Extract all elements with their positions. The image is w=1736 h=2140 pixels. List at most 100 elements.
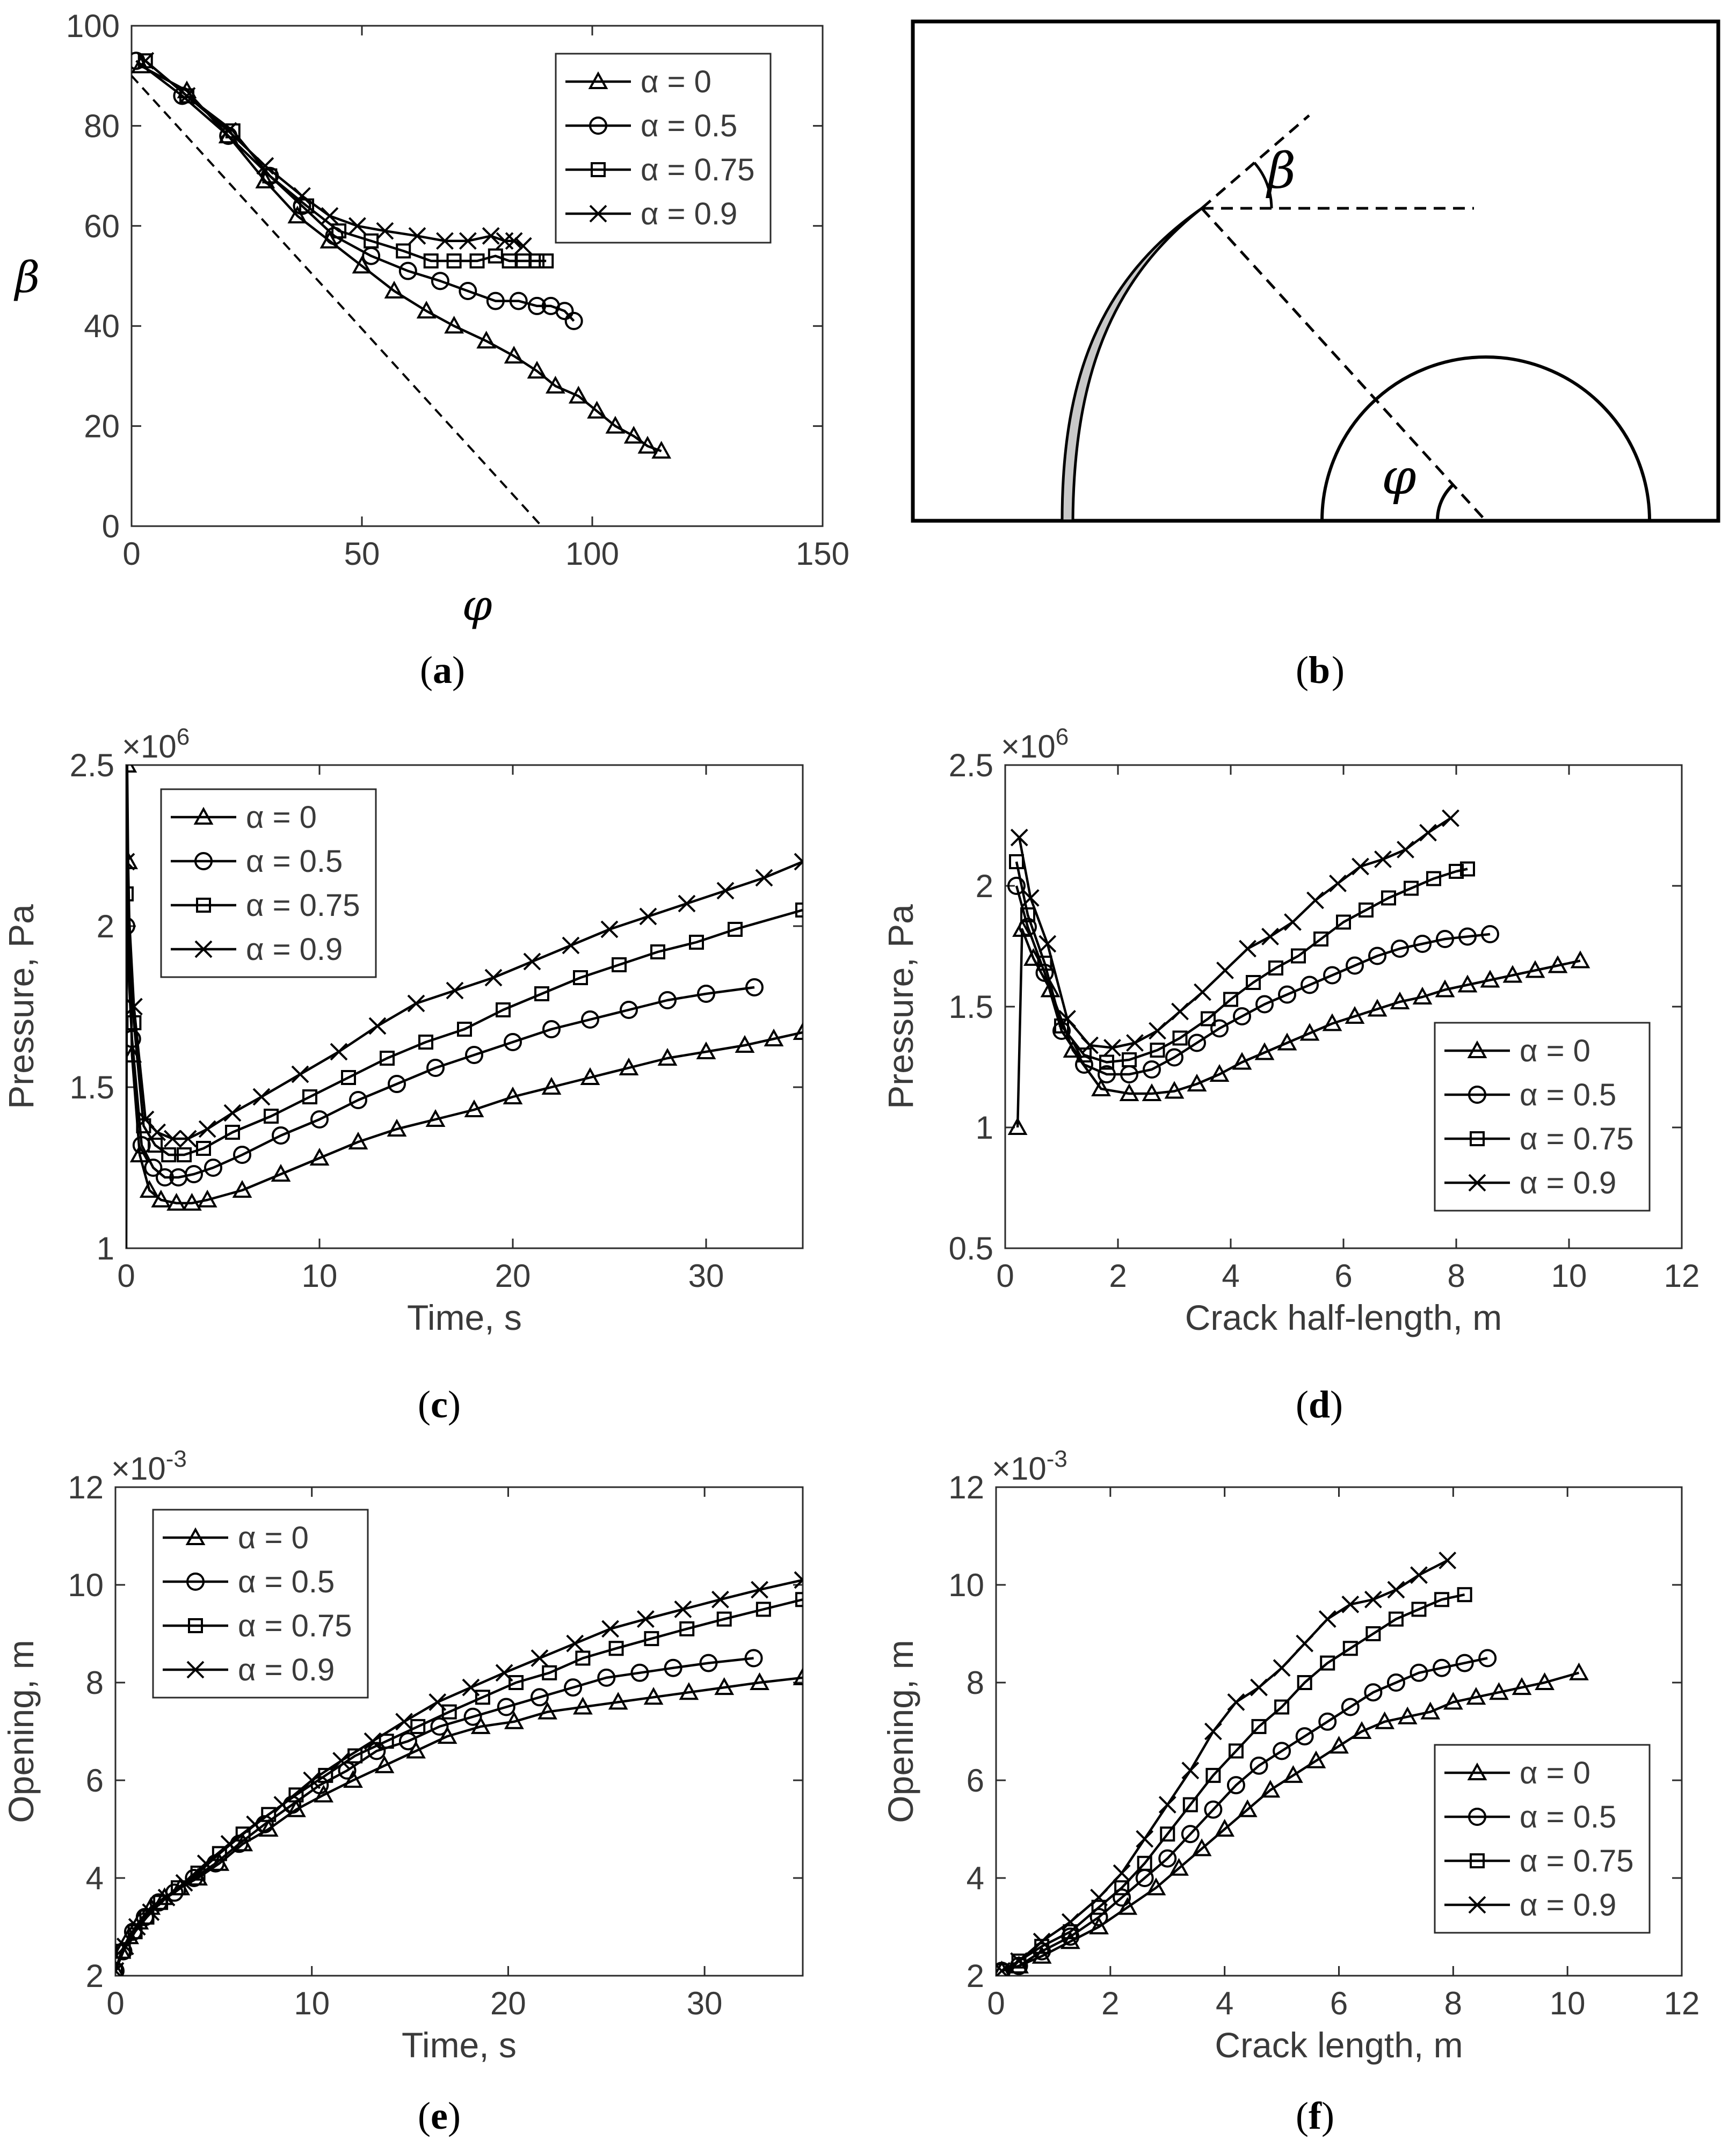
x-tick-label: 12 [1664,1258,1700,1294]
data-point-2 [1457,1587,1472,1603]
data-point-0 [605,416,626,434]
data-point-2 [148,1138,163,1153]
data-point-0 [587,401,607,419]
x-tick-label: 0 [106,1985,124,2021]
beta-label: β [1266,142,1296,200]
data-point-2 [612,957,627,972]
data-point-1 [1481,925,1499,943]
data-point-2 [1365,1626,1381,1641]
data-point-1 [528,296,547,315]
data-point-2 [716,1611,732,1627]
data-point-3 [246,1815,264,1833]
data-point-0 [1209,1064,1230,1082]
data-point-3 [407,994,425,1013]
data-point-0 [126,765,137,773]
data-point-2 [115,1963,123,1976]
data-point-0 [1480,970,1500,988]
data-point-3 [1158,1796,1176,1814]
crack-band [1061,207,1203,522]
data-point-2 [795,1592,803,1607]
x-axis-label: Time, s [402,2025,517,2065]
data-point-1 [664,1658,682,1677]
data-point-2 [1205,1767,1221,1783]
y-tick-label: 6 [86,1763,104,1799]
data-point-3 [514,237,532,255]
data-point-3 [256,157,274,175]
data-point-1 [630,1663,649,1682]
plot-frame [130,25,824,527]
reference-dashed-line [132,75,543,526]
data-point-1 [620,1001,638,1019]
data-point-3 [175,1874,193,1892]
data-point-1 [1204,1800,1223,1819]
y-tick-label: 2 [976,868,993,904]
y-tick-label: 80 [84,108,120,144]
legend-marker [1467,1762,1487,1780]
data-point-3 [1318,1610,1336,1628]
data-point-2 [469,253,485,269]
data-point-0 [309,1147,330,1166]
y-tick-label: 1 [976,1110,993,1146]
data-point-1 [1113,1888,1131,1907]
data-point-2 [756,1602,771,1617]
axis-exponent: ×106 [122,724,190,765]
data-point-1 [1301,976,1319,994]
panel-caption: (e) [418,2094,461,2137]
x-tick-label: 10 [1550,1985,1586,2021]
data-point-0 [151,1189,171,1207]
plot-frame [114,1486,804,1977]
data-point-2 [534,986,549,1001]
data-point-0 [608,1692,628,1710]
data-point-0 [139,1180,159,1198]
data-point-1 [1165,1048,1183,1067]
data-point-0 [132,55,151,74]
data-point-0 [1237,1799,1258,1817]
data-point-3 [1341,1595,1360,1613]
data-point-2 [1411,1602,1427,1617]
data-point-3 [674,1600,692,1618]
data-point-2 [650,944,665,959]
series-line-1 [1015,885,1491,1076]
data-point-1 [486,292,505,310]
data-point-0 [573,1697,593,1715]
caption-b: b [1309,649,1330,692]
data-point-1 [597,1668,616,1687]
x-tick-label: 30 [687,1985,723,2021]
data-point-2 [179,88,194,104]
data-point-1 [1364,1683,1383,1702]
caption-letter: f [1309,2094,1322,2137]
data-point-0 [115,1960,124,1976]
data-point-2 [1201,1011,1216,1027]
axis-exponent-base: ×10 [1001,729,1056,765]
data-point-1 [1386,1673,1405,1692]
x-tick-label: 100 [565,536,619,572]
data-point-1 [126,1030,141,1048]
data-point-0 [425,1109,446,1127]
axis-exponent-base: ×10 [992,1451,1047,1487]
data-point-1 [530,1688,549,1707]
data-point-0 [1457,974,1478,993]
y-tick-label: 2.5 [70,747,114,783]
data-point-2 [1182,1797,1198,1813]
legend-label: α = 0.5 [641,108,737,143]
data-point-0 [1535,1672,1555,1690]
data-point-0 [1466,1687,1486,1705]
data-point-2 [288,1787,304,1803]
y-tick-label: 1.5 [949,989,993,1025]
y-tick-label: 40 [84,308,120,344]
data-point-0 [504,346,524,364]
data-point-0 [1412,986,1433,1005]
axis-exponent-power: -3 [1047,1446,1067,1472]
series-line-1 [135,60,575,322]
data-point-0 [1420,1701,1441,1720]
data-point-2 [379,1734,394,1749]
legend-label: α = 0.75 [1520,1844,1634,1879]
legend-label: α = 0.9 [1520,1166,1616,1200]
data-point-2 [302,1089,317,1104]
data-point-1 [542,1020,561,1038]
x-tick-label: 6 [1330,1985,1348,2021]
x-tick-label: 2 [1109,1258,1127,1294]
data-point-3 [496,232,514,250]
data-point-0 [1512,1677,1532,1695]
data-point-3 [755,869,773,887]
